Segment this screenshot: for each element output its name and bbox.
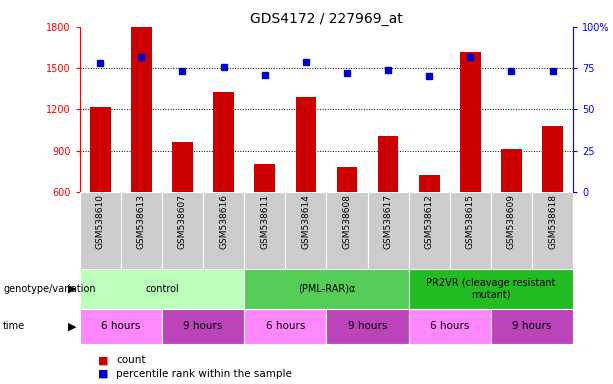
Bar: [90, 107, 110, 192]
Bar: [501, 149, 522, 192]
Bar: [80, 309, 162, 344]
Text: ■: ■: [98, 355, 109, 365]
Text: count: count: [116, 355, 146, 365]
Text: GSM538616: GSM538616: [219, 194, 228, 249]
Text: GSM538617: GSM538617: [384, 194, 392, 249]
Text: ▶: ▶: [68, 284, 77, 294]
Bar: [337, 167, 357, 192]
Bar: [244, 269, 409, 309]
Bar: [409, 269, 573, 309]
Bar: [162, 192, 203, 269]
Text: 9 hours: 9 hours: [183, 321, 223, 331]
Bar: [368, 192, 409, 269]
Text: GSM538608: GSM538608: [343, 194, 351, 249]
Bar: [327, 192, 368, 269]
Text: GSM538610: GSM538610: [96, 194, 105, 249]
Bar: [450, 192, 491, 269]
Bar: [80, 192, 121, 269]
Text: time: time: [3, 321, 25, 331]
Bar: [327, 309, 409, 344]
Text: control: control: [145, 284, 179, 294]
Bar: [80, 269, 244, 309]
Text: GSM538609: GSM538609: [507, 194, 516, 249]
Bar: [419, 175, 440, 192]
Text: genotype/variation: genotype/variation: [3, 284, 96, 294]
Bar: [491, 192, 532, 269]
Text: GSM538613: GSM538613: [137, 194, 146, 249]
Bar: [254, 164, 275, 192]
Bar: [121, 192, 162, 269]
Text: GSM538607: GSM538607: [178, 194, 187, 249]
Title: GDS4172 / 227969_at: GDS4172 / 227969_at: [250, 12, 403, 26]
Text: 6 hours: 6 hours: [430, 321, 470, 331]
Bar: [285, 192, 327, 269]
Text: GSM538615: GSM538615: [466, 194, 475, 249]
Bar: [213, 91, 234, 192]
Bar: [295, 97, 316, 192]
Text: ■: ■: [98, 369, 109, 379]
Bar: [532, 192, 573, 269]
Bar: [244, 192, 285, 269]
Bar: [131, 27, 151, 192]
Text: 6 hours: 6 hours: [265, 321, 305, 331]
Text: 9 hours: 9 hours: [348, 321, 387, 331]
Text: GSM538612: GSM538612: [425, 194, 434, 249]
Text: PR2VR (cleavage resistant
mutant): PR2VR (cleavage resistant mutant): [426, 278, 555, 300]
Text: GSM538614: GSM538614: [302, 194, 310, 249]
Bar: [162, 309, 244, 344]
Bar: [378, 136, 398, 192]
Text: GSM538611: GSM538611: [261, 194, 269, 249]
Text: 9 hours: 9 hours: [512, 321, 552, 331]
Bar: [543, 126, 563, 192]
Text: ▶: ▶: [68, 321, 77, 331]
Text: 6 hours: 6 hours: [101, 321, 140, 331]
Bar: [491, 309, 573, 344]
Bar: [409, 192, 450, 269]
Bar: [172, 142, 192, 192]
Text: (PML-RAR)α: (PML-RAR)α: [298, 284, 355, 294]
Text: percentile rank within the sample: percentile rank within the sample: [116, 369, 292, 379]
Bar: [460, 52, 481, 192]
Text: GSM538618: GSM538618: [548, 194, 557, 249]
Bar: [409, 309, 491, 344]
Bar: [203, 192, 244, 269]
Bar: [244, 309, 327, 344]
